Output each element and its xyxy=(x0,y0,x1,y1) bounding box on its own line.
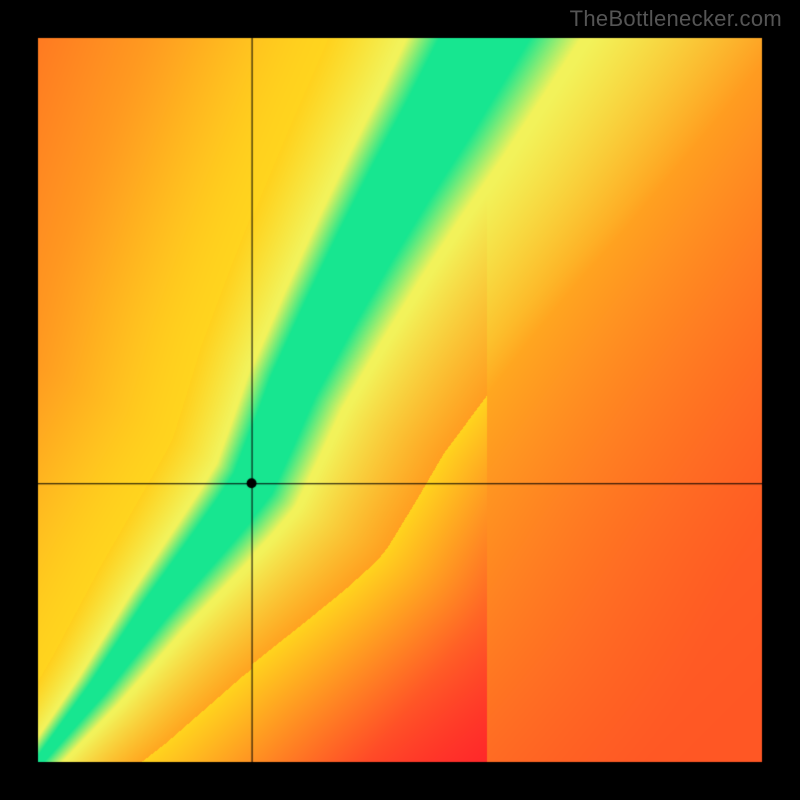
bottleneck-heatmap xyxy=(0,0,800,800)
watermark-text: TheBottlenecker.com xyxy=(570,6,782,32)
chart-container: TheBottlenecker.com xyxy=(0,0,800,800)
